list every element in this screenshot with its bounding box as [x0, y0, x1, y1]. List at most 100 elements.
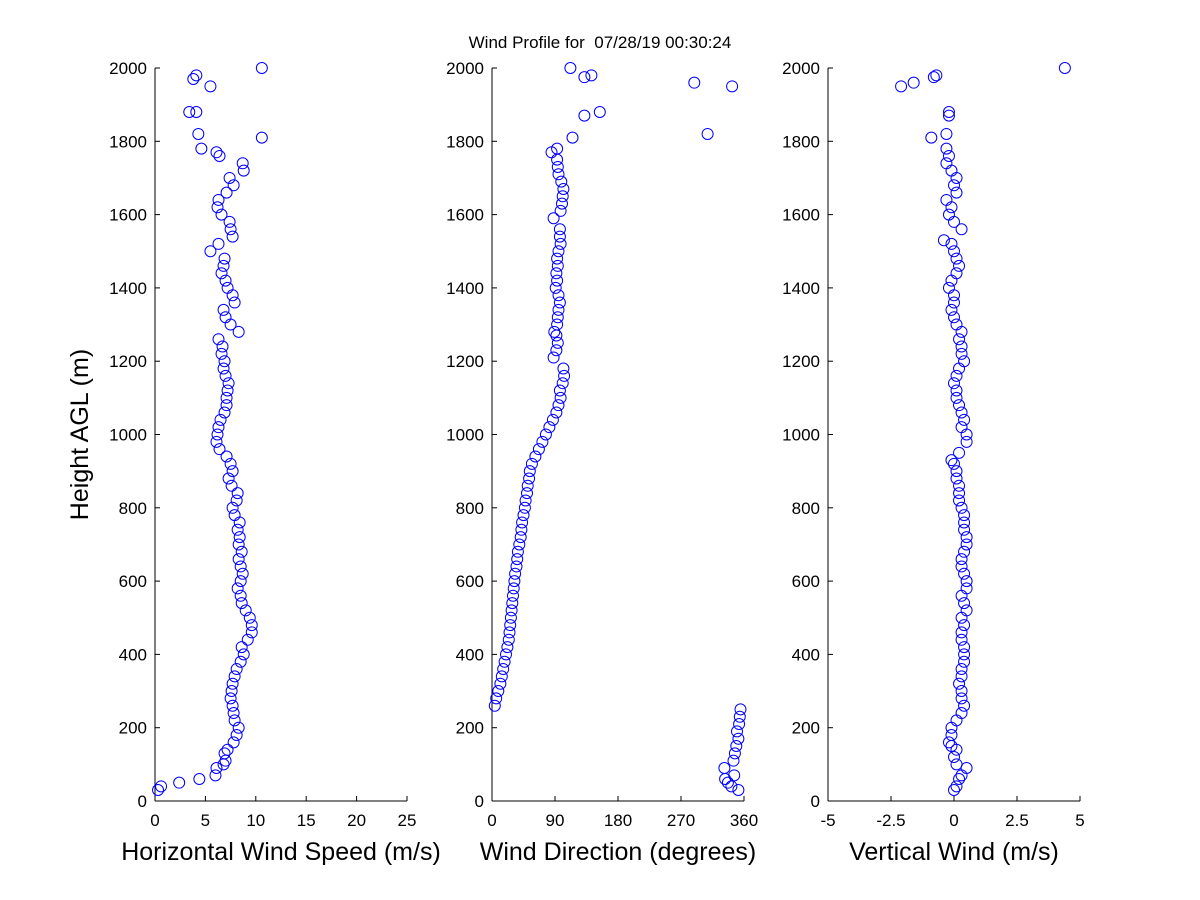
data-point — [942, 736, 955, 749]
data-point — [955, 707, 968, 720]
y-tick-label: 1000 — [109, 426, 147, 445]
data-point — [960, 428, 973, 441]
data-point — [503, 626, 516, 639]
data-point — [231, 487, 244, 500]
data-point — [551, 153, 564, 166]
data-point — [547, 351, 560, 364]
data-point — [216, 340, 229, 353]
data-point — [222, 377, 235, 390]
data-point — [953, 446, 966, 459]
data-point — [552, 289, 565, 302]
data-point — [551, 311, 564, 324]
data-point — [552, 399, 565, 412]
data-point — [183, 105, 196, 118]
data-point — [204, 80, 217, 93]
data-point — [546, 413, 559, 426]
data-point — [945, 729, 958, 742]
data-point — [552, 303, 565, 316]
data-point — [551, 318, 564, 331]
data-point — [224, 223, 237, 236]
y-tick-label: 2000 — [446, 59, 484, 78]
data-point — [948, 784, 960, 797]
data-point — [224, 692, 237, 705]
y-tick-label: 600 — [456, 572, 484, 591]
data-point — [958, 523, 971, 536]
data-point — [237, 648, 250, 661]
data-point — [231, 582, 244, 595]
data-point — [551, 142, 564, 155]
data-point — [948, 296, 960, 309]
data-point — [551, 336, 564, 349]
data-point — [204, 245, 217, 258]
data-point — [960, 762, 973, 775]
y-tick-label: 2000 — [782, 59, 820, 78]
data-point — [228, 714, 241, 727]
data-point — [498, 655, 511, 668]
y-tick-label: 600 — [119, 572, 147, 591]
x-tick-label: 0 — [949, 811, 958, 830]
data-point — [513, 538, 526, 551]
data-point — [232, 721, 245, 734]
data-point — [226, 289, 239, 302]
data-point — [733, 718, 746, 731]
x-tick-label: 20 — [347, 811, 366, 830]
data-point — [539, 428, 552, 441]
data-point — [232, 538, 245, 551]
data-point — [953, 259, 966, 272]
data-point — [578, 109, 591, 122]
data-point — [536, 435, 549, 448]
data-point — [721, 776, 734, 789]
data-point — [502, 633, 515, 646]
data-point — [950, 252, 963, 265]
data-point — [955, 692, 968, 705]
data-point — [937, 234, 950, 247]
data-point — [958, 597, 971, 610]
data-point — [953, 362, 966, 375]
data-point — [218, 747, 231, 760]
data-point — [726, 80, 739, 93]
data-point — [950, 369, 963, 382]
data-point — [223, 215, 236, 228]
data-point — [953, 333, 966, 346]
data-point — [549, 281, 562, 294]
data-point — [551, 252, 564, 265]
y-tick-label: 1400 — [446, 279, 484, 298]
data-point — [218, 406, 231, 419]
data-point — [958, 545, 971, 558]
data-point — [494, 677, 507, 690]
data-point — [529, 450, 542, 463]
data-point — [566, 131, 579, 144]
data-point — [210, 762, 223, 775]
data-point — [950, 780, 963, 793]
data-point — [234, 655, 247, 668]
data-point — [950, 171, 963, 184]
data-point — [960, 582, 973, 595]
data-point — [221, 384, 234, 397]
x-tick-label: 15 — [297, 811, 316, 830]
data-point — [725, 780, 738, 793]
data-point — [950, 267, 963, 280]
data-point — [215, 208, 228, 221]
data-point — [550, 267, 563, 280]
data-point — [226, 501, 239, 514]
data-point — [230, 663, 243, 676]
data-point — [228, 296, 241, 309]
data-point — [945, 721, 958, 734]
data-point — [955, 589, 968, 602]
data-point — [727, 754, 740, 767]
data-point — [955, 663, 968, 676]
data-point — [504, 611, 517, 624]
data-point — [730, 740, 743, 753]
data-point — [958, 619, 971, 632]
y-tick-label: 0 — [138, 792, 147, 811]
data-point — [940, 127, 953, 140]
data-point — [551, 274, 564, 287]
data-point — [511, 553, 524, 566]
data-point — [942, 105, 955, 118]
y-tick-label: 0 — [811, 792, 820, 811]
y-tick-label: 1800 — [109, 132, 147, 151]
data-point — [960, 604, 973, 617]
data-point — [226, 465, 239, 478]
data-point — [510, 560, 523, 573]
data-point — [227, 707, 240, 720]
